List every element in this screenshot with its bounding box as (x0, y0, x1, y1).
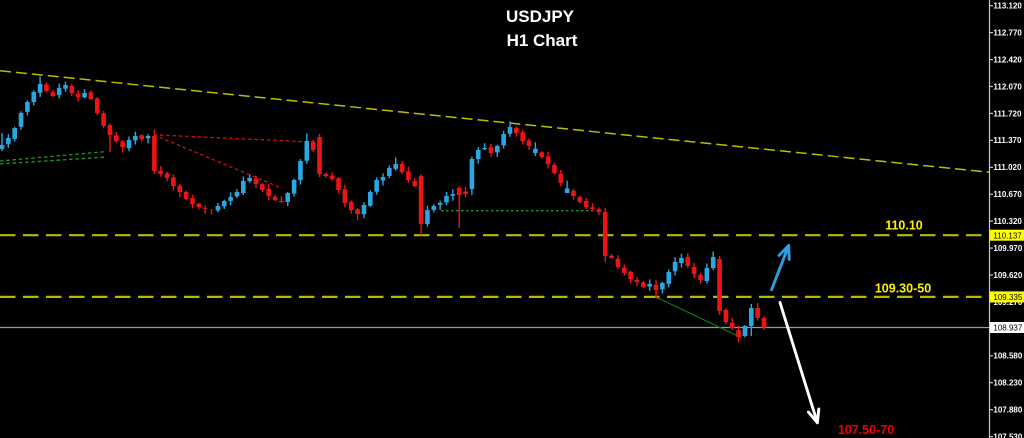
svg-text:110.320: 110.320 (993, 217, 1022, 226)
svg-text:109.335: 109.335 (993, 293, 1022, 302)
svg-text:107.530: 107.530 (993, 433, 1022, 438)
svg-text:110.670: 110.670 (993, 190, 1022, 199)
svg-text:107.880: 107.880 (993, 406, 1022, 415)
svg-text:109.970: 109.970 (993, 244, 1022, 253)
svg-text:111.020: 111.020 (993, 163, 1022, 172)
svg-text:112.770: 112.770 (993, 29, 1022, 38)
svg-text:107.50-70: 107.50-70 (838, 423, 894, 437)
svg-text:111.720: 111.720 (993, 109, 1022, 118)
svg-text:110.137: 110.137 (993, 231, 1022, 240)
svg-text:112.070: 112.070 (993, 82, 1022, 91)
svg-text:108.230: 108.230 (993, 379, 1022, 388)
svg-text:H1 Chart: H1 Chart (507, 31, 578, 50)
svg-text:108.580: 108.580 (993, 352, 1022, 361)
svg-text:113.120: 113.120 (993, 2, 1022, 11)
svg-text:USDJPY: USDJPY (506, 7, 575, 26)
svg-text:111.370: 111.370 (993, 136, 1022, 145)
svg-text:108.937: 108.937 (993, 324, 1022, 333)
svg-text:109.30-50: 109.30-50 (875, 282, 931, 296)
svg-text:109.620: 109.620 (993, 271, 1022, 280)
svg-text:110.10: 110.10 (885, 219, 923, 233)
svg-text:112.420: 112.420 (993, 56, 1022, 65)
